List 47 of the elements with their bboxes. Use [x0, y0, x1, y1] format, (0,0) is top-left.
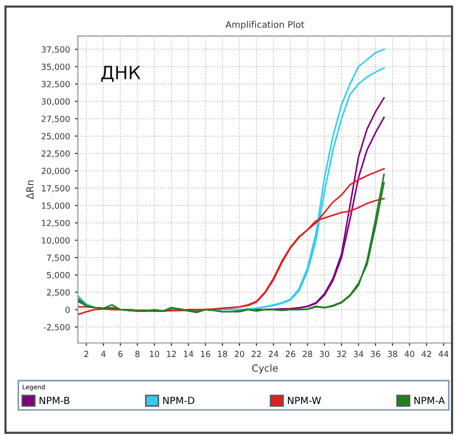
y-tick-label: 0 — [65, 306, 70, 313]
x-tick-label: 12 — [167, 350, 176, 357]
x-axis-title: Cycle — [252, 364, 278, 374]
x-tick-label: 36 — [370, 350, 380, 358]
y-tick-label: -2,500 — [44, 324, 70, 332]
x-tick-label: 16 — [201, 350, 210, 358]
x-tick-label: 30 — [320, 350, 330, 358]
legend-label: NPM-W — [288, 396, 321, 404]
x-tick-label: 18 — [218, 350, 228, 358]
y-tick-label: 15,000 — [42, 202, 70, 210]
x-tick-label: 38 — [388, 350, 398, 358]
y-tick-label: 27,500 — [42, 116, 70, 123]
y-tick-label: 32,500 — [42, 80, 70, 88]
x-tick-label: 8 — [135, 350, 140, 358]
x-tick-label: 34 — [354, 350, 364, 358]
y-tick-label: 10,000 — [42, 237, 70, 244]
x-tick-label: 14 — [184, 350, 194, 357]
x-tick-label: 32 — [336, 350, 346, 358]
x-tick-label: 22 — [252, 350, 261, 357]
x-tick-label: 40 — [404, 350, 414, 358]
x-tick-label: 26 — [286, 350, 296, 358]
y-tick-label: 20,000 — [42, 168, 70, 175]
y-tick-label: 35,000 — [42, 64, 70, 71]
x-tick-label: 42 — [422, 350, 431, 357]
legend-label: NPM-D — [163, 396, 194, 404]
chart-title: Amplification Plot — [225, 20, 304, 30]
x-tick-label: 10 — [150, 350, 160, 358]
y-axis-title: ΔRn — [26, 180, 34, 200]
x-tick-label: 2 — [84, 350, 88, 357]
x-tick-label: 20 — [234, 350, 244, 358]
y-tick-label: 7,500 — [47, 254, 70, 262]
y-tick-label: 12,500 — [42, 220, 70, 228]
y-tick-label: 25,000 — [42, 133, 70, 140]
annotation: ДНК — [101, 66, 140, 82]
x-tick-label: 44 — [438, 350, 448, 357]
x-tick-label: 4 — [101, 350, 106, 357]
legend-label: NPM-A — [414, 396, 445, 404]
y-tick-label: 17,500 — [42, 185, 70, 192]
y-tick-label: 5,000 — [47, 272, 70, 280]
y-tick-label: 37,500 — [42, 46, 70, 54]
x-tick-label: 28 — [302, 350, 312, 358]
x-tick-label: 24 — [268, 350, 278, 357]
legend-label: NPM-B — [40, 396, 70, 404]
y-tick-label: 2,500 — [46, 289, 70, 296]
x-tick-label: 6 — [118, 350, 123, 358]
y-tick-label: 22,500 — [42, 150, 70, 158]
y-tick-label: 30,000 — [42, 98, 70, 106]
